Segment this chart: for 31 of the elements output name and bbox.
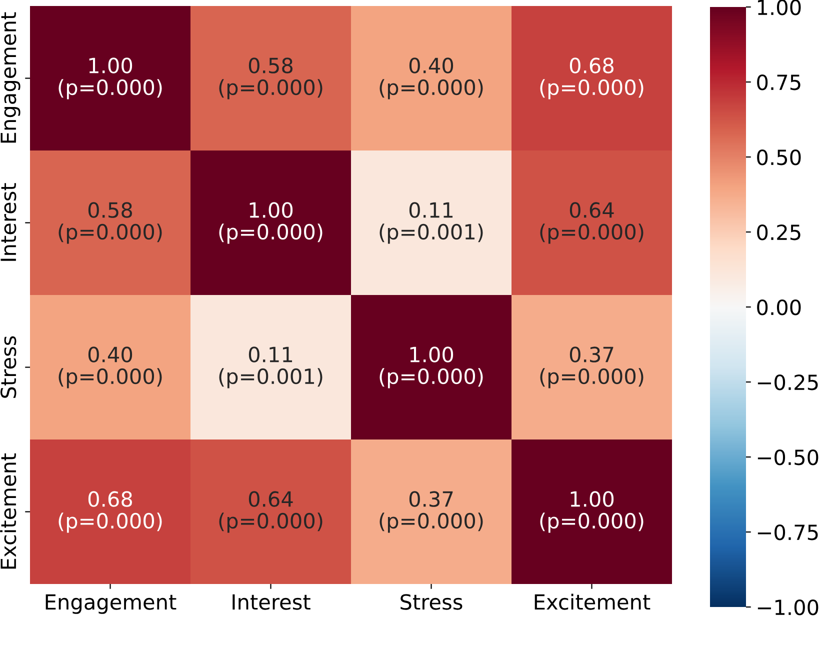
color-bar-label: −0.25 — [758, 374, 818, 390]
data-label: 0.40 (p=0.000) — [380, 58, 483, 100]
color-bar-label: 0.25 — [757, 224, 800, 240]
x-tick-label: Stress — [400, 594, 462, 610]
color-bar-label: −1.00 — [758, 599, 818, 616]
y-tick-label: Interest — [0, 183, 16, 261]
x-tick-label: Excitement — [534, 594, 650, 610]
y-tick-label: Stress — [0, 336, 16, 398]
color-bar-label: 0.00 — [757, 299, 801, 316]
color-bar-label: −0.50 — [758, 449, 818, 466]
data-label: 0.11 (p=0.001) — [219, 346, 322, 388]
data-label: 0.40 (p=0.000) — [58, 346, 162, 388]
data-label: 1.00 (p=0.000) — [540, 491, 644, 533]
data-label: 0.68 (p=0.000) — [58, 491, 162, 533]
x-tick-label: Interest — [232, 594, 310, 610]
color-bar-label: 0.75 — [757, 74, 800, 90]
data-label: 0.37 (p=0.000) — [540, 346, 644, 388]
data-label: 1.00 (p=0.000) — [219, 202, 322, 244]
data-label: 0.58 (p=0.000) — [58, 202, 162, 244]
data-label: 0.37 (p=0.000) — [380, 491, 483, 533]
color-bar-label: −0.75 — [758, 524, 818, 540]
data-label: 0.11 (p=0.001) — [380, 202, 483, 244]
data-label: 0.68 (p=0.000) — [540, 58, 644, 100]
x-tick-label: Engagement — [46, 594, 176, 614]
y-tick-label: Engagement — [0, 12, 20, 143]
color-bar-label: 0.50 — [757, 149, 801, 166]
data-label: 1.00 (p=0.000) — [380, 346, 483, 388]
data-label: 1.00 (p=0.000) — [58, 58, 162, 100]
data-label: 0.64 (p=0.000) — [540, 202, 644, 244]
data-label: 0.64 (p=0.000) — [219, 491, 322, 533]
data-label: 0.58 (p=0.000) — [219, 58, 322, 100]
